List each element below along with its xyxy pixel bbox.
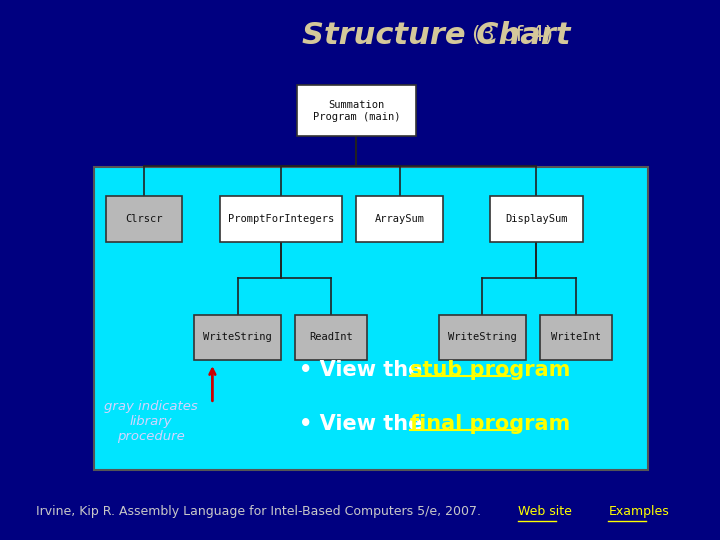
- Text: • View the: • View the: [299, 360, 429, 380]
- Text: WriteString: WriteString: [203, 333, 272, 342]
- Text: Examples: Examples: [608, 505, 669, 518]
- FancyBboxPatch shape: [356, 195, 443, 241]
- FancyBboxPatch shape: [220, 195, 342, 241]
- Text: final program: final program: [410, 414, 571, 434]
- FancyBboxPatch shape: [295, 314, 367, 361]
- Text: Web site: Web site: [518, 505, 572, 518]
- FancyBboxPatch shape: [94, 167, 648, 470]
- Text: ReadInt: ReadInt: [310, 333, 353, 342]
- Text: gray indicates
library
procedure: gray indicates library procedure: [104, 400, 198, 443]
- Text: Irvine, Kip R. Assembly Language for Intel-Based Computers 5/e, 2007.: Irvine, Kip R. Assembly Language for Int…: [36, 505, 481, 518]
- FancyBboxPatch shape: [107, 195, 181, 241]
- FancyBboxPatch shape: [297, 85, 416, 136]
- Text: Clrscr: Clrscr: [125, 214, 163, 224]
- Text: WriteString: WriteString: [448, 333, 517, 342]
- FancyBboxPatch shape: [439, 314, 526, 361]
- Text: Structure Chart: Structure Chart: [302, 21, 582, 50]
- Text: DisplaySum: DisplaySum: [505, 214, 567, 224]
- Text: (3 of 4): (3 of 4): [472, 25, 553, 45]
- Text: WriteInt: WriteInt: [551, 333, 601, 342]
- FancyBboxPatch shape: [490, 195, 583, 241]
- Text: PromptForIntegers: PromptForIntegers: [228, 214, 334, 224]
- Text: stub program: stub program: [410, 360, 571, 380]
- Text: • View the: • View the: [299, 414, 429, 434]
- Text: ArraySum: ArraySum: [374, 214, 425, 224]
- FancyBboxPatch shape: [194, 314, 281, 361]
- FancyBboxPatch shape: [540, 314, 612, 361]
- Text: Summation
Program (main): Summation Program (main): [312, 100, 400, 122]
